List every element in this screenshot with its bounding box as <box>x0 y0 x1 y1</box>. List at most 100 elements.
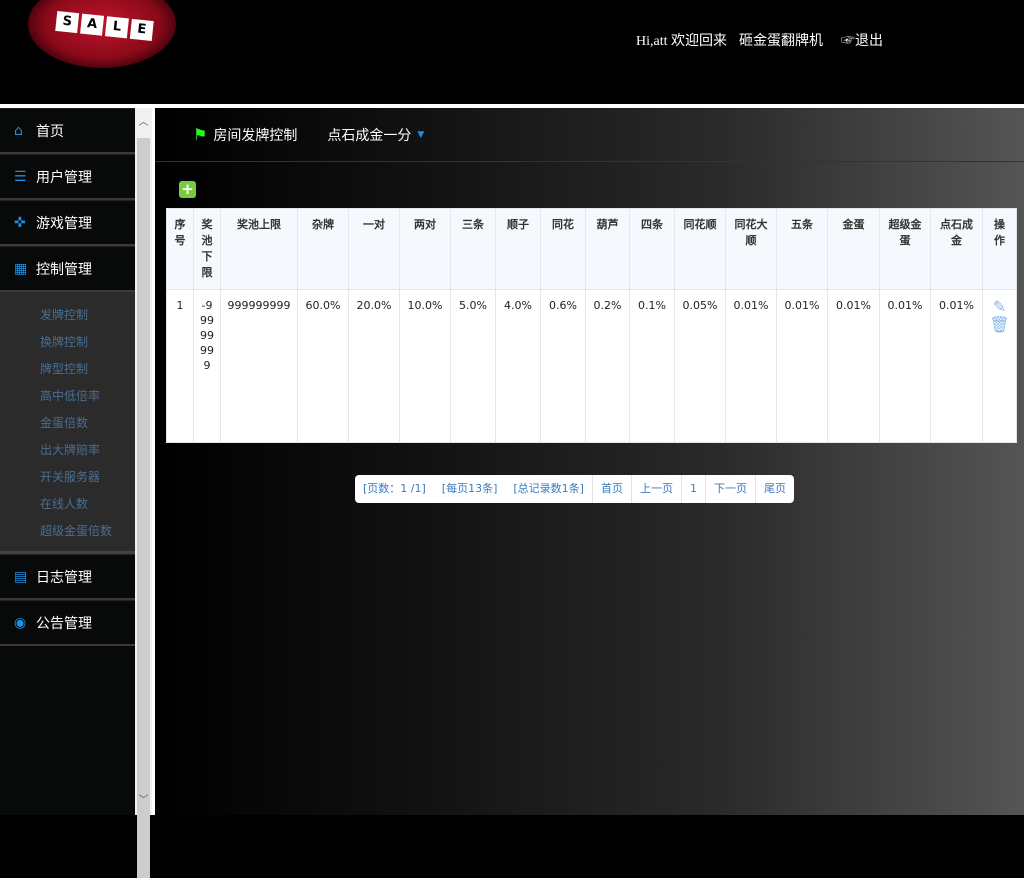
app-name: 砸金蛋翻牌机 <box>739 34 823 49</box>
home-icon: ⌂ <box>14 122 23 139</box>
table-cell: 0.05% <box>674 289 726 443</box>
table-cell: 0.1% <box>629 289 675 443</box>
table-cell: 0.2% <box>585 289 630 443</box>
table-cell: 0.01% <box>879 289 931 443</box>
submenu-super-egg-multiplier[interactable]: 超级金蛋倍数 <box>40 524 113 538</box>
sidebar-item-home[interactable]: ⌂ 首页 <box>0 108 135 154</box>
table-cell: 999999999 <box>220 289 298 443</box>
column-header: 金蛋 <box>827 208 880 290</box>
column-header: 同花大顺 <box>725 208 777 290</box>
last-page-button[interactable]: 尾页 <box>754 475 794 503</box>
next-page-button[interactable]: 下一页 <box>704 475 755 503</box>
table-cell: 0.6% <box>540 289 586 443</box>
page-1-button[interactable]: 1 <box>680 475 705 503</box>
submenu-swap-control[interactable]: 换牌控制 <box>40 335 89 349</box>
table-cell: -99999999 <box>193 289 221 443</box>
data-table: 序号 奖池下限 奖池上限 杂牌 一对 两对 三条 顺子 同花 葫芦 四条 同花顺 同花大顺 五条 金蛋 超级金… <box>166 208 1017 443</box>
table-cell: 20.0% <box>348 289 400 443</box>
divider <box>152 108 155 815</box>
sidebar-item-logs[interactable]: ▤ 日志管理 <box>0 554 135 600</box>
caret-down-icon: ▼ <box>417 129 425 140</box>
column-header: 点石成金 <box>930 208 983 290</box>
column-header: 同花 <box>540 208 586 290</box>
tab-room-dropdown[interactable]: 点石成金一分 ▼ <box>327 125 424 145</box>
submenu-egg-multiplier[interactable]: 金蛋倍数 <box>40 416 89 430</box>
sidebar-item-label: 控制管理 <box>36 261 92 278</box>
submenu-online-users[interactable]: 在线人数 <box>40 497 89 511</box>
sidebar-item-label: 日志管理 <box>36 569 92 586</box>
page-count: [页数：1 /1] <box>363 482 426 495</box>
submenu-big-card-odds[interactable]: 出大牌赔率 <box>40 443 101 457</box>
user-icon: ☰ <box>14 168 27 185</box>
control-icon: ▦ <box>14 260 28 277</box>
table-header-row: 序号 奖池下限 奖池上限 杂牌 一对 两对 三条 顺子 同花 葫芦 四条 同花顺 同花大顺 五条 金蛋 超级金… <box>166 208 1017 290</box>
table-row: 1 -99999999 999999999 60.0% 20.0% 10.0% 5.0% 4.… <box>166 289 1017 443</box>
column-header: 葫芦 <box>585 208 630 290</box>
column-header: 两对 <box>399 208 451 290</box>
column-header: 五条 <box>776 208 828 290</box>
announcement-icon: ◉ <box>14 614 27 631</box>
per-page: [每页13条] <box>441 482 498 495</box>
sidebar-item-announcements[interactable]: ◉ 公告管理 <box>0 600 135 646</box>
delete-icon[interactable]: 🗑 <box>989 315 1010 334</box>
submenu-server-switch[interactable]: 开关服务器 <box>40 470 101 484</box>
table-cell: 10.0% <box>399 289 451 443</box>
greeting: Hi,att 欢迎回来 <box>636 34 727 49</box>
table-cell: 1 <box>166 289 194 443</box>
scroll-up-icon[interactable]: ︿ <box>138 117 149 128</box>
figure-icon: ⚑ <box>193 125 208 144</box>
submenu-card-type-control[interactable]: 牌型控制 <box>40 362 89 376</box>
submenu-rate[interactable]: 高中低倍率 <box>40 389 101 403</box>
column-header: 操作 <box>982 208 1017 290</box>
sidebar-item-label: 首页 <box>36 123 64 140</box>
table-cell: 4.0% <box>495 289 541 443</box>
table-cell: 0.01% <box>776 289 828 443</box>
control-submenu: 发牌控制 换牌控制 牌型控制 高中低倍率 金蛋倍数 出大牌赔率 开关服务器 在线… <box>0 292 135 554</box>
submenu-deal-control[interactable]: 发牌控制 <box>40 308 89 322</box>
total-records: [总记录数1条] <box>513 482 584 495</box>
sidebar: ⌂ 首页 ☰ 用户管理 ✜ 游戏管理 ▦ 控制管理 发牌控制 换牌控制 牌型控制 高中低… <box>0 108 135 815</box>
scroll-down-icon[interactable]: ﹀ <box>138 795 149 806</box>
table-cell: 5.0% <box>450 289 496 443</box>
actions-cell: ✎ 🗑 <box>982 289 1017 443</box>
sidebar-item-label: 游戏管理 <box>36 215 92 232</box>
divider <box>0 104 1024 108</box>
sidebar-item-users[interactable]: ☰ 用户管理 <box>0 154 135 200</box>
column-header: 四条 <box>629 208 675 290</box>
column-header: 序号 <box>166 208 194 290</box>
tab-label: 点石成金一分 <box>327 127 412 144</box>
sidebar-item-label: 用户管理 <box>36 169 92 186</box>
column-header: 三条 <box>450 208 496 290</box>
add-icon[interactable]: + <box>179 181 196 198</box>
column-header: 顺子 <box>495 208 541 290</box>
prev-page-button[interactable]: 上一页 <box>630 475 681 503</box>
column-header: 奖池上限 <box>220 208 298 290</box>
user-bar: Hi,att 欢迎回来 砸金蛋翻牌机 ☞退出 <box>636 30 883 50</box>
sidebar-item-games[interactable]: ✜ 游戏管理 <box>0 200 135 246</box>
pagination: [页数：1 /1] [每页13条] [总记录数1条] 首页 上一页 1 下一页 … <box>355 475 794 503</box>
tab-bar: ⚑ 房间发牌控制 点石成金一分 ▼ <box>155 108 1024 162</box>
column-header: 一对 <box>348 208 400 290</box>
column-header: 超级金蛋 <box>879 208 931 290</box>
tab-room-deal-control[interactable]: ⚑ 房间发牌控制 <box>193 125 297 145</box>
logout-link[interactable]: ☞退出 <box>841 34 883 49</box>
gamepad-icon: ✜ <box>14 214 26 231</box>
column-header: 杂牌 <box>297 208 349 290</box>
table-cell: 0.01% <box>725 289 777 443</box>
column-header: 同花顺 <box>674 208 726 290</box>
sidebar-item-label: 公告管理 <box>36 615 92 632</box>
main-content: ⚑ 房间发牌控制 点石成金一分 ▼ + 序号 奖池下限 奖池上限 杂牌 一对 两对 三条 顺子 同花… <box>155 108 1024 815</box>
tab-label: 房间发牌控制 <box>213 127 298 144</box>
edit-icon[interactable]: ✎ <box>992 297 1007 316</box>
sidebar-item-control[interactable]: ▦ 控制管理 <box>0 246 135 292</box>
column-header: 奖池下限 <box>193 208 221 290</box>
table-cell: 0.01% <box>930 289 983 443</box>
log-icon: ▤ <box>14 568 28 585</box>
table-cell: 60.0% <box>297 289 349 443</box>
table-cell: 0.01% <box>827 289 880 443</box>
scrollbar-thumb[interactable] <box>137 138 150 878</box>
sidebar-scrollbar[interactable]: ︿ ﹀ <box>135 108 152 878</box>
first-page-button[interactable]: 首页 <box>591 475 631 503</box>
